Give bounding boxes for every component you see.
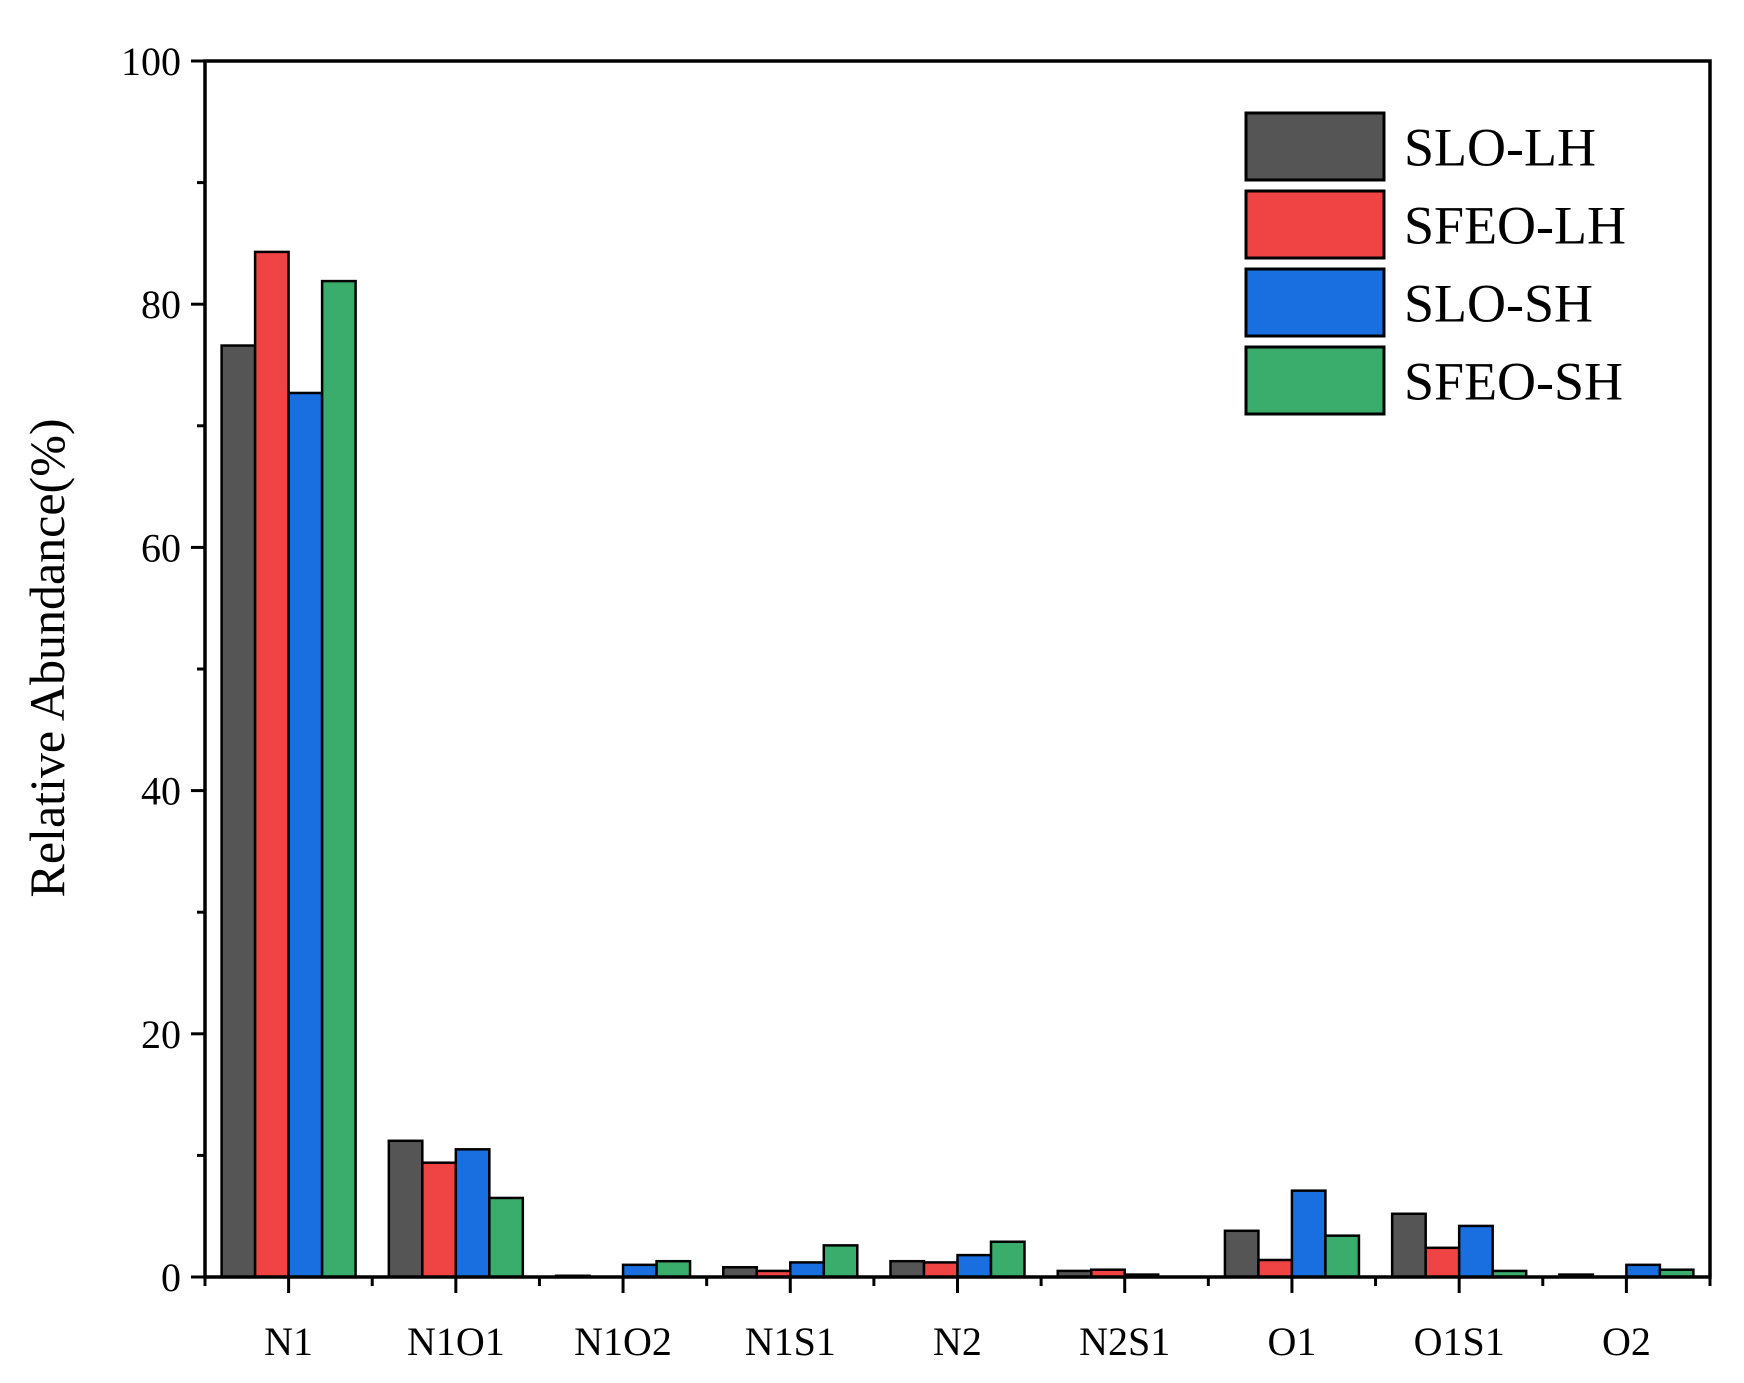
legend-label-sfeo-sh: SFEO-SH bbox=[1404, 352, 1623, 412]
bar-slo-lh-o1 bbox=[1223, 1229, 1260, 1279]
bar-slo-sh-o1 bbox=[1290, 1189, 1327, 1279]
x-tick-label-n1o1: N1O1 bbox=[407, 1319, 505, 1364]
x-tick-label-o1s1: O1S1 bbox=[1414, 1319, 1505, 1364]
bar-sfeo-sh-n1o2 bbox=[655, 1259, 692, 1279]
bar-sfeo-sh-n1s1 bbox=[822, 1244, 859, 1279]
legend-swatch-sfeo-lh bbox=[1244, 189, 1386, 260]
legend-swatch-slo-lh bbox=[1244, 111, 1386, 182]
bar-slo-sh-n1o2 bbox=[621, 1263, 658, 1279]
x-tick-label-n1o2: N1O2 bbox=[574, 1319, 672, 1364]
bar-sfeo-lh-n1 bbox=[253, 250, 290, 1279]
x-tick-label-n2s1: N2S1 bbox=[1079, 1319, 1170, 1364]
legend-label-slo-lh: SLO-LH bbox=[1404, 118, 1596, 178]
y-tick-label-20: 20 bbox=[141, 1012, 181, 1057]
bar-sfeo-sh-o1 bbox=[1324, 1234, 1361, 1279]
y-tick-label-0: 0 bbox=[161, 1255, 181, 1300]
bar-sfeo-lh-n1o1 bbox=[421, 1161, 458, 1279]
bar-sfeo-lh-o1 bbox=[1257, 1258, 1294, 1279]
y-tick-label-100: 100 bbox=[121, 39, 181, 84]
x-tick-label-n2: N2 bbox=[933, 1319, 982, 1364]
legend-swatch-slo-sh bbox=[1244, 267, 1386, 338]
ticks-group: 0 20 40 60 80 100 N1 N1O1 N1O2 N1S1 N2 N2S1 O1 O1S1 O2 bbox=[121, 39, 1712, 1364]
bar-slo-lh-n1o1 bbox=[387, 1139, 424, 1279]
y-tick-label-60: 60 bbox=[141, 525, 181, 570]
bar-sfeo-lh-o1s1 bbox=[1424, 1246, 1461, 1279]
bar-slo-sh-o2 bbox=[1625, 1263, 1662, 1279]
bar-slo-lh-n1 bbox=[220, 344, 257, 1279]
legend-label-sfeo-lh: SFEO-LH bbox=[1404, 196, 1626, 256]
bar-slo-sh-n2 bbox=[956, 1253, 993, 1279]
y-tick-label-40: 40 bbox=[141, 769, 181, 814]
bar-slo-lh-o1s1 bbox=[1390, 1212, 1427, 1279]
x-tick-label-o1: O1 bbox=[1267, 1319, 1316, 1364]
bar-slo-sh-n1s1 bbox=[789, 1261, 826, 1279]
bar-sfeo-sh-n2 bbox=[989, 1240, 1026, 1279]
legend: SLO-LH SFEO-LH SLO-SH SFEO-SH bbox=[1244, 111, 1626, 416]
bar-sfeo-lh-n2 bbox=[922, 1261, 959, 1279]
x-tick-label-o2: O2 bbox=[1602, 1319, 1651, 1364]
bar-slo-lh-n2 bbox=[889, 1259, 926, 1279]
legend-swatch-sfeo-sh bbox=[1244, 345, 1386, 416]
bar-slo-sh-n1o1 bbox=[454, 1148, 491, 1279]
y-tick-label-80: 80 bbox=[141, 282, 181, 327]
x-tick-label-n1s1: N1S1 bbox=[745, 1319, 836, 1364]
x-tick-label-n1: N1 bbox=[264, 1319, 313, 1364]
legend-label-slo-sh: SLO-SH bbox=[1404, 274, 1593, 334]
bar-slo-sh-o1s1 bbox=[1457, 1224, 1494, 1279]
bar-sfeo-sh-n1 bbox=[320, 279, 357, 1279]
y-axis-title: Relative Abundance(%) bbox=[19, 419, 75, 898]
bar-sfeo-sh-n1o1 bbox=[488, 1196, 525, 1279]
bar-slo-sh-n1 bbox=[287, 391, 324, 1279]
bars-group bbox=[220, 250, 1695, 1279]
